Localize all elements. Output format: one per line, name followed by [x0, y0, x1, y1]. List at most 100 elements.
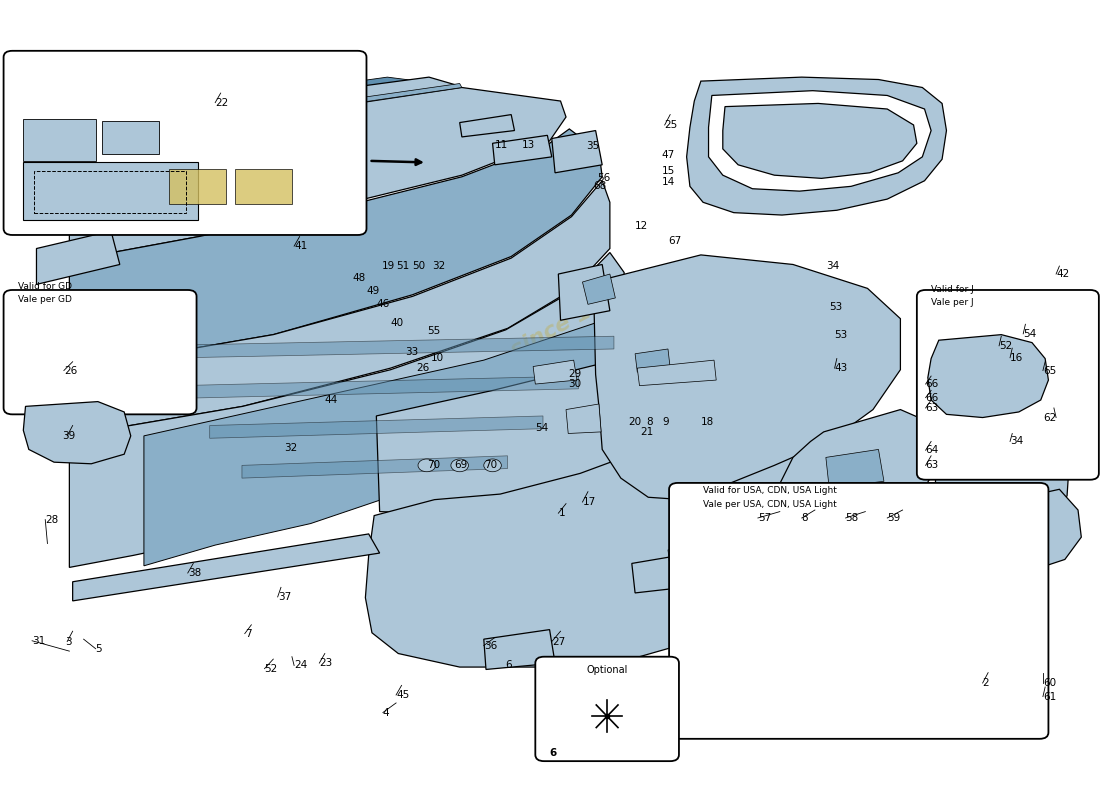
Text: 45: 45 [396, 690, 409, 700]
Polygon shape [144, 316, 624, 566]
Circle shape [484, 459, 502, 472]
Text: 39: 39 [62, 431, 75, 441]
Text: 11: 11 [495, 140, 508, 150]
Text: 32: 32 [432, 261, 446, 271]
Polygon shape [493, 135, 552, 165]
Polygon shape [708, 90, 931, 191]
Polygon shape [69, 83, 462, 145]
Polygon shape [365, 390, 807, 667]
Text: 32: 32 [284, 443, 297, 453]
Text: 17: 17 [583, 497, 596, 507]
Circle shape [451, 459, 469, 472]
Text: 69: 69 [454, 460, 467, 470]
Polygon shape [73, 534, 380, 601]
Text: 8: 8 [646, 418, 652, 427]
FancyBboxPatch shape [3, 51, 366, 235]
FancyBboxPatch shape [169, 169, 227, 204]
Text: 46: 46 [376, 299, 389, 310]
Text: 21: 21 [640, 427, 653, 437]
Text: 26: 26 [416, 363, 429, 373]
Text: 14: 14 [661, 178, 674, 187]
Polygon shape [69, 181, 609, 436]
FancyBboxPatch shape [23, 119, 96, 161]
Text: Vale per USA, CDN, USA Light: Vale per USA, CDN, USA Light [703, 500, 837, 509]
Text: 34: 34 [1010, 437, 1023, 446]
Polygon shape [484, 630, 556, 670]
Text: 66: 66 [925, 393, 939, 402]
Text: 51: 51 [396, 261, 409, 271]
FancyBboxPatch shape [3, 290, 197, 414]
Polygon shape [826, 450, 884, 488]
Text: 63: 63 [925, 403, 939, 413]
Text: 4: 4 [383, 707, 389, 718]
Text: 53: 53 [835, 330, 848, 340]
Polygon shape [583, 274, 615, 304]
Polygon shape [460, 114, 515, 137]
Text: 34: 34 [826, 261, 839, 271]
Text: 41: 41 [294, 241, 307, 251]
Polygon shape [631, 550, 719, 593]
Polygon shape [637, 360, 716, 386]
Text: 67: 67 [668, 235, 681, 246]
Text: 48: 48 [352, 273, 365, 283]
Text: 63: 63 [925, 460, 939, 470]
Text: 6: 6 [550, 748, 557, 758]
Text: 24: 24 [294, 661, 307, 670]
Text: 29: 29 [569, 369, 582, 378]
Text: 70: 70 [484, 460, 497, 470]
Text: 3: 3 [65, 637, 72, 646]
Polygon shape [43, 125, 69, 149]
Text: 22: 22 [216, 98, 229, 108]
Text: 62: 62 [1043, 413, 1056, 422]
Polygon shape [723, 103, 917, 178]
Text: 15: 15 [661, 166, 674, 176]
Text: 40: 40 [390, 318, 404, 328]
Text: 37: 37 [277, 592, 290, 602]
Text: 44: 44 [324, 395, 338, 405]
Text: 61: 61 [1043, 691, 1056, 702]
Polygon shape [552, 130, 602, 173]
Text: 47: 47 [661, 150, 674, 160]
Text: 5: 5 [96, 644, 102, 654]
Text: 70: 70 [427, 460, 440, 470]
FancyBboxPatch shape [536, 657, 679, 761]
Text: 18: 18 [701, 418, 714, 427]
Text: 8: 8 [802, 513, 808, 523]
Text: 19: 19 [382, 261, 395, 271]
Text: passionforparts.com: passionforparts.com [371, 278, 728, 490]
Text: 35: 35 [586, 142, 600, 151]
Text: Optional: Optional [586, 665, 628, 675]
Polygon shape [668, 545, 705, 569]
Polygon shape [23, 402, 131, 464]
Bar [34, 171, 186, 213]
Polygon shape [241, 158, 275, 177]
Text: 26: 26 [64, 366, 77, 375]
Polygon shape [559, 265, 609, 320]
Text: 10: 10 [431, 353, 444, 362]
Polygon shape [69, 129, 602, 370]
Polygon shape [927, 334, 1048, 418]
Text: 42: 42 [1056, 269, 1069, 279]
Text: 6: 6 [506, 660, 513, 670]
Polygon shape [177, 376, 579, 398]
Text: Vale per GD: Vale per GD [18, 294, 72, 304]
Text: 27: 27 [552, 637, 565, 646]
Polygon shape [273, 177, 336, 206]
Polygon shape [262, 170, 341, 210]
Text: 28: 28 [45, 514, 58, 525]
Text: 54: 54 [536, 423, 549, 433]
Text: 23: 23 [319, 658, 332, 668]
Text: 58: 58 [846, 513, 859, 523]
Text: 33: 33 [405, 347, 418, 357]
Text: 36: 36 [484, 641, 497, 650]
Text: 16: 16 [1010, 353, 1023, 362]
Polygon shape [935, 400, 1070, 550]
Polygon shape [1008, 490, 1081, 567]
Text: Vale per J: Vale per J [931, 298, 974, 307]
Text: 9: 9 [662, 418, 669, 427]
Text: 64: 64 [925, 446, 939, 455]
Text: 53: 53 [829, 302, 843, 312]
FancyBboxPatch shape [102, 121, 160, 154]
Polygon shape [69, 77, 456, 141]
Polygon shape [36, 320, 100, 362]
